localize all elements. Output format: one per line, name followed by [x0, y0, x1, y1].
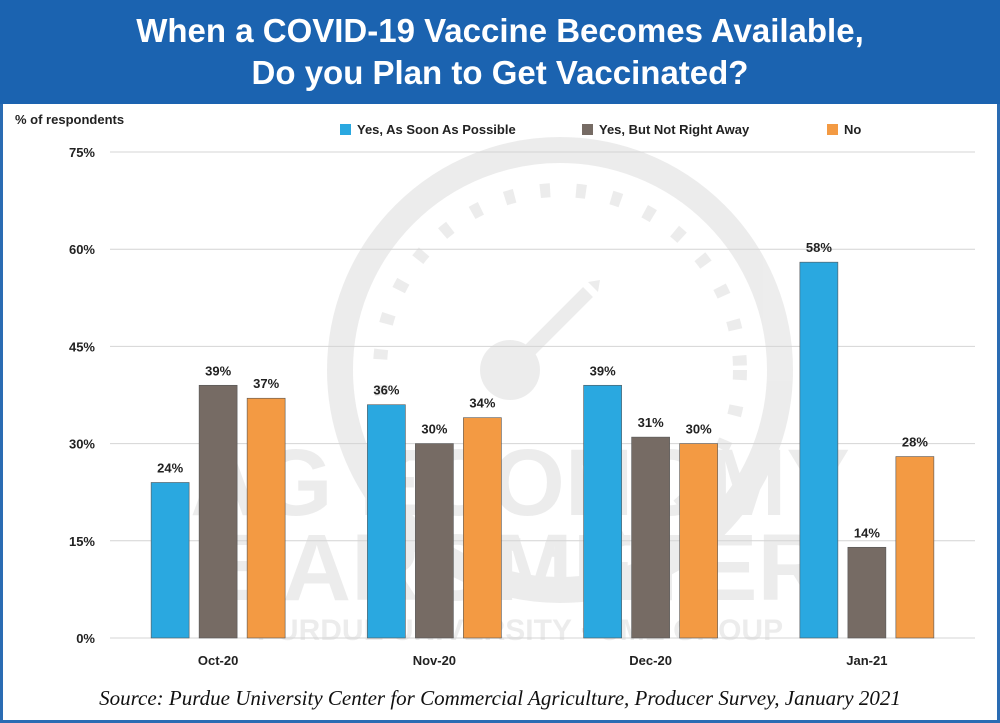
bar-data-label: 58% [806, 240, 832, 255]
bar [246, 397, 286, 639]
x-tick-label: Nov-20 [413, 653, 456, 668]
bar [799, 261, 839, 639]
legend-swatch [827, 124, 838, 135]
legend-label: Yes, As Soon As Possible [357, 122, 516, 137]
x-tick-label: Oct-20 [198, 653, 238, 668]
watermark-needle-tip [588, 280, 600, 292]
bar [679, 443, 718, 639]
legend: Yes, As Soon As Possible Yes, But Not Rig… [340, 122, 861, 137]
bars [150, 261, 935, 639]
bar [367, 404, 406, 639]
bar-data-label: 28% [902, 435, 928, 450]
bar-data-label: 24% [157, 460, 183, 475]
bar-data-label: 34% [469, 396, 495, 411]
bar-data-labels: 24% 39% 37% 36% 30% 34% 39% 31% 30% 58% 14% 28% [157, 240, 928, 540]
bar-data-label: 31% [638, 415, 664, 430]
chart-title-line-1: When a COVID-19 Vaccine Becomes Availabl… [136, 12, 864, 49]
watermark-text-1: AG ECONOMY [190, 430, 850, 536]
x-axis-ticks: Oct-20 Nov-20 Dec-20 Jan-21 [198, 653, 888, 668]
y-axis-ticks: 0% 15% 30% 45% 60% 75% [69, 145, 95, 646]
bar [463, 417, 502, 639]
chart-title-line-2: Do you Plan to Get Vaccinated? [251, 54, 749, 91]
legend-label: Yes, But Not Right Away [599, 122, 750, 137]
bar-data-label: 39% [590, 363, 616, 378]
y-tick-label: 30% [69, 437, 95, 452]
watermark-text-2: BAROMETER [214, 515, 826, 621]
y-tick-label: 60% [69, 242, 95, 257]
bar [150, 482, 190, 639]
bar-data-label: 14% [854, 525, 880, 540]
source-note: Source: Purdue University Center for Com… [99, 686, 901, 710]
y-tick-label: 45% [69, 339, 95, 354]
title-bar: When a COVID-19 Vaccine Becomes Availabl… [0, 0, 1000, 104]
x-tick-label: Jan-21 [846, 653, 887, 668]
watermark: AG ECONOMY BAROMETER PURDUE UNIVERSITY ·… [190, 137, 850, 647]
y-tick-label: 0% [76, 631, 95, 646]
bar [847, 546, 887, 639]
bar [895, 456, 935, 639]
y-tick-label: 75% [69, 145, 95, 160]
bar-data-label: 30% [421, 422, 447, 437]
watermark-gauge-ticks [373, 183, 747, 557]
bar [631, 436, 670, 639]
bar-data-label: 30% [686, 422, 712, 437]
bar-data-label: 39% [205, 363, 231, 378]
bar-data-label: 37% [253, 376, 279, 391]
bar-data-label: 36% [373, 383, 399, 398]
bar [415, 443, 454, 639]
bar [583, 384, 622, 639]
legend-swatch [340, 124, 351, 135]
legend-label: No [844, 122, 861, 137]
watermark-gauge-needle [505, 287, 593, 375]
y-tick-label: 15% [69, 534, 95, 549]
watermark-gauge-ring [327, 137, 793, 603]
bar [198, 384, 238, 639]
watermark-gauge-hub [480, 340, 540, 400]
bar-chart: AG ECONOMY BAROMETER PURDUE UNIVERSITY ·… [15, 112, 975, 668]
x-tick-label: Dec-20 [629, 653, 672, 668]
y-axis-label: % of respondents [15, 112, 124, 127]
legend-swatch [582, 124, 593, 135]
